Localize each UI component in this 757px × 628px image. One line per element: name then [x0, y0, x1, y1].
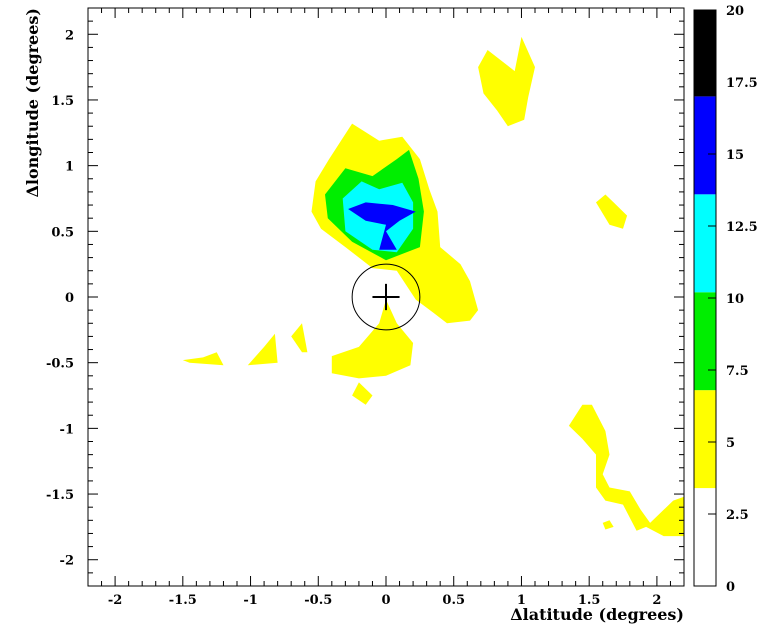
colorbar-tick-label: 0 [726, 580, 735, 595]
colorbar-tick-label: 12.5 [726, 220, 757, 235]
colorbar-segment [694, 390, 716, 489]
colorbar-segment [694, 96, 716, 195]
colorbar-segment [694, 194, 716, 293]
contour-region-yellow-10 [596, 194, 628, 229]
y-tick-label: 0.5 [51, 225, 74, 240]
contour-region-yellow-6 [352, 382, 373, 405]
x-tick-label: -2 [108, 593, 122, 608]
x-tick-label: 1.5 [578, 593, 601, 608]
y-axis-title: Δlongitude (degrees) [23, 8, 42, 198]
y-tick-label: 2 [65, 28, 74, 43]
colorbar-segment [694, 292, 716, 391]
source-markers [351, 263, 421, 331]
contour-region-yellow-7 [291, 323, 308, 353]
contour-region-yellow-9 [182, 352, 224, 366]
contour-region-yellow-12 [602, 520, 614, 530]
y-tick-label: -1.5 [46, 488, 74, 503]
circle-marker [351, 263, 421, 331]
colorbar-tick-label: 15 [726, 148, 744, 163]
colorbar: 0 2.5 5 7.5 10 12.5 15 17.5 20 [693, 4, 757, 595]
x-axis-ticks: -2 -1.5 -1 -0.5 0 0.5 1 1.5 2 [87, 8, 685, 608]
y-tick-label: 1.5 [51, 94, 74, 109]
colorbar-segment [694, 488, 716, 586]
y-tick-label: 0 [65, 291, 74, 306]
x-tick-label: -1 [243, 593, 257, 608]
colorbar-segment [694, 10, 716, 97]
contour-regions [182, 36, 684, 537]
colorbar-tick-label: 17.5 [726, 76, 757, 91]
colorbar-tick-label: 2.5 [726, 508, 749, 523]
x-axis-title: Δlatitude (degrees) [510, 605, 684, 624]
contour-region-blue-3 [348, 202, 416, 250]
colorbar-tick-label: 10 [726, 292, 744, 307]
y-axis-ticks: -2 -1.5 -1 -0.5 0 0.5 1 1.5 2 [46, 7, 684, 587]
x-tick-label: 0.5 [442, 593, 465, 608]
contour-region-yellow-8 [247, 333, 278, 366]
contour-region-yellow-4 [478, 36, 535, 127]
x-tick-label: 1 [517, 593, 526, 608]
x-tick-label: -0.5 [304, 593, 332, 608]
x-tick-label: -1.5 [169, 593, 197, 608]
x-tick-label: 0 [381, 593, 390, 608]
y-tick-label: -2 [60, 554, 74, 569]
colorbar-tick-label: 5 [726, 436, 735, 451]
colorbar-tick-label: 20 [726, 4, 744, 19]
x-tick-label: 2 [652, 593, 661, 608]
y-tick-label: 1 [65, 160, 74, 175]
colorbar-tick-label: 7.5 [726, 364, 749, 379]
y-tick-label: -1 [60, 422, 74, 437]
contour-region-yellow-5 [331, 299, 414, 379]
contour-region-yellow-11 [568, 404, 684, 537]
y-tick-label: -0.5 [46, 357, 74, 372]
